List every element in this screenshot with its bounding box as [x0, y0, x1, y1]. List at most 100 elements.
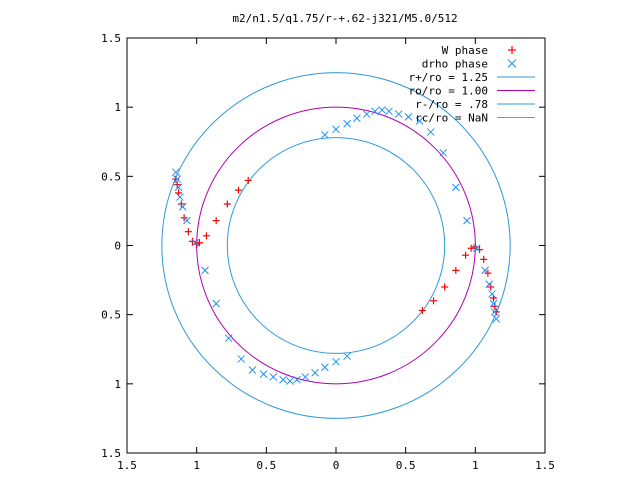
w-phase-point [467, 244, 475, 252]
w-phase-point [212, 217, 220, 225]
drho-phase-point [293, 375, 301, 384]
drho-phase-point [320, 363, 329, 372]
drho-phase-point [362, 110, 371, 118]
drho-phase-point-d2 [488, 290, 496, 298]
x-tick-label: 1 [472, 459, 479, 472]
drho-phase-point-d2 [404, 112, 413, 121]
drho-phase-point-d2 [286, 377, 294, 385]
chart-title: m2/n1.5/q1.75/r-+.62-j321/M5.0/512 [232, 12, 457, 25]
drho-phase-point-d2 [259, 370, 268, 379]
drho-phase-point-d2 [426, 128, 435, 136]
w-phase-point [244, 176, 252, 184]
y-tick-label: 1.5 [101, 447, 121, 460]
drho-phase-point-d2 [343, 352, 352, 361]
data-points [171, 106, 501, 385]
x-tick-label: 1.5 [117, 459, 137, 472]
drho-phase-point [176, 193, 184, 201]
drho-phase-point-d2 [176, 193, 184, 201]
x-tick-label: 1.5 [535, 459, 555, 472]
legend-label: rc/ro = NaN [415, 112, 488, 125]
legend-label: W phase [442, 44, 488, 57]
drho-phase-point [404, 112, 413, 121]
drho-phase-point [301, 373, 310, 381]
drho-phase-point [439, 148, 448, 157]
drho-phase-point [426, 128, 435, 136]
drho-phase-point-d2 [320, 130, 329, 139]
y-tick-label: 0.5 [101, 309, 121, 322]
w-phase-point [188, 237, 196, 245]
w-phase-point [202, 232, 210, 240]
circle-rro [161, 72, 511, 419]
w-phase-point [177, 200, 185, 208]
w-phase-point [491, 302, 499, 310]
drho-phase-point [415, 117, 424, 125]
drho-phase-point [485, 280, 494, 289]
drho-phase-point-d2 [178, 202, 187, 211]
drho-phase-point-d2 [224, 334, 233, 343]
legend-marker [508, 46, 516, 54]
drho-phase-point-d2 [439, 148, 448, 157]
circle-roro [196, 106, 476, 385]
drho-phase-point [490, 308, 499, 316]
drho-phase-point-d2 [212, 299, 221, 308]
drho-phase-point-d2 [451, 183, 460, 192]
drho-phase-point [492, 314, 501, 323]
drho-phase-point [343, 119, 352, 128]
drho-phase-point [371, 107, 379, 116]
drho-phase-point [311, 368, 319, 377]
w-phase-point [441, 283, 449, 291]
drho-phase-point [451, 183, 460, 192]
w-phase-point [172, 175, 180, 183]
drho-phase-point-d2 [171, 168, 180, 177]
drho-phase-point-d2 [378, 106, 386, 114]
drho-phase-point-d2 [320, 363, 329, 372]
w-phase-point [487, 283, 495, 291]
legend-label: r-/ro = .78 [415, 98, 488, 111]
drho-phase-point-d2 [490, 308, 499, 316]
y-tick-label: 1 [114, 378, 121, 391]
drho-phase-point [353, 114, 361, 123]
drho-phase-point [343, 352, 352, 361]
legend-marker [507, 59, 517, 68]
drho-phase-point-d2 [293, 375, 301, 384]
w-phase-point [476, 246, 484, 254]
drho-phase-point [212, 299, 221, 308]
drho-phase-point [394, 110, 403, 118]
legend-label: r+/ro = 1.25 [409, 71, 488, 84]
drho-phase-point [224, 334, 233, 343]
w-phase-point [430, 297, 438, 305]
drho-phase-point [279, 375, 287, 384]
drho-phase-point-d2 [279, 375, 287, 384]
x-tick-label: 0 [333, 459, 340, 472]
w-phase-point [173, 181, 181, 189]
drho-phase-point-d2 [183, 216, 191, 225]
drho-phase-point [191, 238, 200, 247]
drho-phase-point [489, 299, 498, 308]
w-phase-point [184, 228, 192, 236]
legend-label: ro/ro = 1.00 [409, 85, 488, 98]
drho-phase-point [183, 216, 191, 225]
drho-phase-point-d2 [485, 280, 494, 289]
drho-phase-point-d2 [269, 373, 278, 381]
drho-phase-point-d2 [173, 175, 182, 183]
drho-phase-point [378, 106, 386, 114]
w-phase-point [452, 266, 460, 274]
drho-phase-point [463, 216, 471, 225]
drho-phase-point-d2 [311, 368, 319, 377]
drho-phase-point [269, 373, 278, 381]
drho-phase-point [237, 355, 246, 363]
drho-phase-point [488, 290, 496, 298]
y-tick-label: 0.5 [101, 170, 121, 183]
legend-marker-d2 [507, 59, 517, 68]
x-tick-label: 0.5 [396, 459, 416, 472]
drho-phase-point-d2 [201, 266, 209, 275]
w-phase-point [418, 307, 426, 315]
drho-phase-point-d2 [489, 299, 498, 308]
drho-phase-point-d2 [332, 125, 340, 134]
drho-phase-point-d2 [343, 119, 352, 128]
w-phase-point [462, 251, 470, 259]
drho-phase-point [472, 244, 481, 253]
drho-phase-point [332, 125, 340, 134]
drho-phase-point-d2 [332, 357, 340, 366]
